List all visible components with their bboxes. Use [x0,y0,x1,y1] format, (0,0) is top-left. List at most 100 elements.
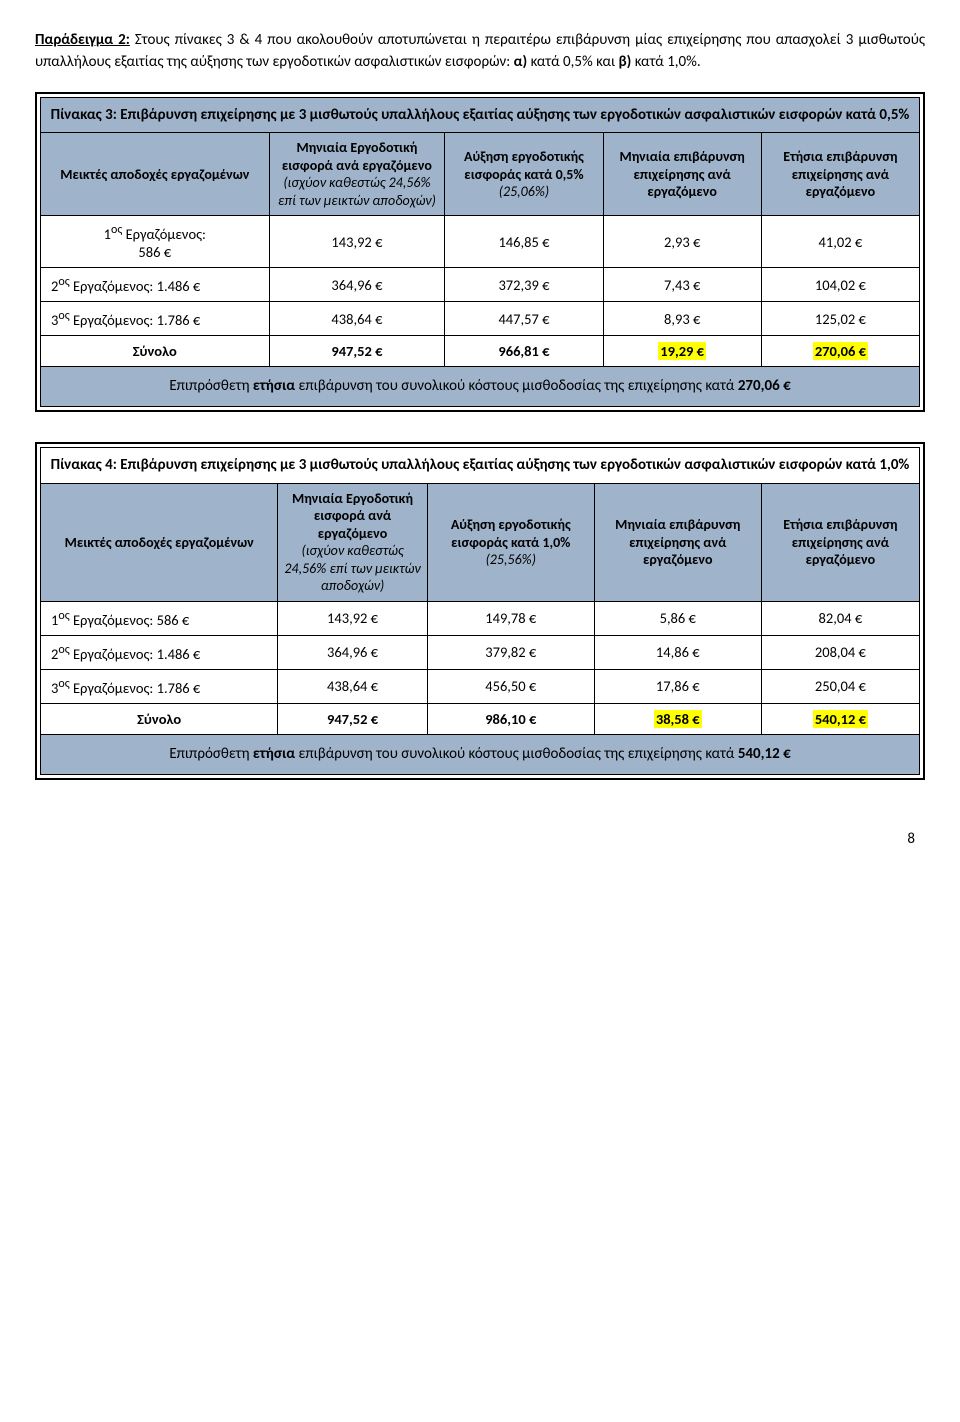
t3-r3-c1-sup: ος [58,308,69,323]
t3-h2-top: Μηνιαία Εργοδοτική εισφορά ανά εργαζόμεν… [282,139,432,174]
t3-h3: Αύξηση εργοδοτικής εισφοράς κατά 0,5% (2… [445,133,603,216]
t4-h1: Μεικτές αποδοχές εργαζομένων [41,483,278,601]
intro-b: β) [618,53,631,71]
t3-sum-c5-hl: 270,06 € [813,342,868,360]
t3-r3-c2: 438,64 € [269,302,445,336]
table-row: 3ος Εργαζόμενος: 1.786 € 438,64 € 447,57… [41,302,920,336]
table-3-title-row: Πίνακας 3: Επιβάρυνση επιχείρησης με 3 μ… [41,97,920,133]
t4-sum-c3: 986,10 € [427,703,594,734]
table-4-title: Πίνακας 4: Επιβάρυνση επιχείρησης με 3 μ… [41,448,920,484]
t4-r2-c1: 2ος Εργαζόμενος: 1.486 € [41,635,278,669]
table-3-header-row: Μεικτές αποδοχές εργαζομένων Μηνιαία Εργ… [41,133,920,216]
t4-footer-val: 540,12 € [738,745,791,763]
t3-r2-c4: 7,43 € [603,268,761,302]
t3-footer-val: 270,06 € [738,377,791,395]
t4-r1-c5: 82,04 € [761,601,919,635]
t4-h2: Μηνιαία Εργοδοτική εισφορά ανά εργαζόμεν… [278,483,427,601]
t4-r1-c3: 149,78 € [427,601,594,635]
intro-paragraph: Παράδειγμα 2: Στους πίνακες 3 & 4 που ακ… [35,30,925,74]
t4-h3-italic: (25,56%) [432,551,590,569]
t4-h5: Ετήσια επιβάρυνση επιχείρησης ανά εργαζό… [761,483,919,601]
t4-r2-c4: 14,86 € [594,635,761,669]
t3-sum-c2: 947,52 € [269,336,445,367]
t4-r3-c1-b: Εργαζόμενος: 1.786 € [70,679,201,697]
intro-a-rest: κατά 0,5% και [527,53,618,71]
t4-r3-c4: 17,86 € [594,669,761,703]
t3-r1-c1: 1ος Εργαζόμενος: 586 € [41,216,270,268]
t3-r3-c1: 3ος Εργαζόμενος: 1.786 € [41,302,270,336]
t3-r2-c2: 364,96 € [269,268,445,302]
t3-r1-c1-a: 1 [104,225,111,243]
intro-b-rest: κατά 1,0%. [631,53,700,71]
t3-footer: Επιπρόσθετη ετήσια επιβάρυνση του συνολι… [41,367,920,407]
t4-h3-top: Αύξηση εργοδοτικής εισφοράς κατά 1,0% [451,516,571,551]
t4-h2-italic: (ισχύον καθεστώς 24,56% επί των μεικτών … [282,542,422,595]
t3-r1-c1-l2: 586 € [138,243,171,261]
t3-sum-c4: 19,29 € [603,336,761,367]
t4-r1-c2: 143,92 € [278,601,427,635]
t4-r2-c1-b: Εργαζόμενος: 1.486 € [70,645,201,663]
t3-r1-c1-b: Εργαζόμενος: [122,225,206,243]
table-3: Πίνακας 3: Επιβάρυνση επιχείρησης με 3 μ… [40,97,920,408]
page-number: 8 [35,830,925,848]
table-row: 3ος Εργαζόμενος: 1.786 € 438,64 € 456,50… [41,669,920,703]
table-row: 2ος Εργαζόμενος: 1.486 € 364,96 € 379,82… [41,635,920,669]
intro-rest: Στους πίνακες 3 & 4 που ακολουθούν αποτυ… [35,31,925,71]
t4-h4: Μηνιαία επιβάρυνση επιχείρησης ανά εργαζ… [594,483,761,601]
t4-r2-c1-sup: ος [58,642,69,657]
table-4-header-row: Μεικτές αποδοχές εργαζομένων Μηνιαία Εργ… [41,483,920,601]
t3-h1: Μεικτές αποδοχές εργαζομένων [41,133,270,216]
t4-footer-c: επιβάρυνση του συνολικού κόστους μισθοδο… [295,745,738,763]
t3-h2-italic: (ισχύον καθεστώς 24,56% επί των μεικτών … [274,174,441,209]
t3-h3-top: Αύξηση εργοδοτικής εισφοράς κατά 0,5% [464,148,584,183]
t3-footer-c: επιβάρυνση του συνολικού κόστους μισθοδο… [295,377,738,395]
t3-r3-c3: 447,57 € [445,302,603,336]
t3-r2-c1-b: Εργαζόμενος: 1.486 € [70,277,201,295]
t4-sum-c5: 540,12 € [761,703,919,734]
t4-footer-b: ετήσια [253,745,295,763]
t3-r3-c5: 125,02 € [761,302,919,336]
table-4-sum-row: Σύνολο 947,52 € 986,10 € 38,58 € 540,12 … [41,703,920,734]
t4-footer: Επιπρόσθετη ετήσια επιβάρυνση του συνολι… [41,734,920,774]
t3-h5: Ετήσια επιβάρυνση επιχείρησης ανά εργαζό… [761,133,919,216]
t3-r3-c1-b: Εργαζόμενος: 1.786 € [70,311,201,329]
t3-h4: Μηνιαία επιβάρυνση επιχείρησης ανά εργαζ… [603,133,761,216]
table-4-footer-row: Επιπρόσθετη ετήσια επιβάρυνση του συνολι… [41,734,920,774]
t4-sum-c2: 947,52 € [278,703,427,734]
t3-r2-c1-sup: ος [58,274,69,289]
t3-r1-c5: 41,02 € [761,216,919,268]
t4-sum-c4-hl: 38,58 € [654,710,702,728]
t3-r1-c4: 2,93 € [603,216,761,268]
intro-label: Παράδειγμα 2: [35,31,130,49]
table-3-sum-row: Σύνολο 947,52 € 966,81 € 19,29 € 270,06 … [41,336,920,367]
t4-r3-c1-sup: ος [58,676,69,691]
t3-r1-c3: 146,85 € [445,216,603,268]
t4-h2-top: Μηνιαία Εργοδοτική εισφορά ανά εργαζόμεν… [292,490,413,542]
t3-r2-c1: 2ος Εργαζόμενος: 1.486 € [41,268,270,302]
table-4: Πίνακας 4: Επιβάρυνση επιχείρησης με 3 μ… [40,447,920,774]
table-3-footer-row: Επιπρόσθετη ετήσια επιβάρυνση του συνολι… [41,367,920,407]
t4-sum-c4: 38,58 € [594,703,761,734]
t4-r2-c2: 364,96 € [278,635,427,669]
intro-a: α) [514,53,528,71]
t3-r2-c5: 104,02 € [761,268,919,302]
t3-r2-c3: 372,39 € [445,268,603,302]
table-3-wrap: Πίνακας 3: Επιβάρυνση επιχείρησης με 3 μ… [35,92,925,413]
table-4-title-row: Πίνακας 4: Επιβάρυνση επιχείρησης με 3 μ… [41,448,920,484]
t3-footer-b: ετήσια [253,377,295,395]
t4-r2-c3: 379,82 € [427,635,594,669]
t4-r3-c2: 438,64 € [278,669,427,703]
t4-r1-c1-sup: ος [58,608,69,623]
t4-r3-c3: 456,50 € [427,669,594,703]
t3-h2: Μηνιαία Εργοδοτική εισφορά ανά εργαζόμεν… [269,133,445,216]
t4-r1-c1-b: Εργαζόμενος: 586 € [70,611,190,629]
t3-sum-c4-hl: 19,29 € [658,342,706,360]
table-3-title: Πίνακας 3: Επιβάρυνση επιχείρησης με 3 μ… [41,97,920,133]
table-4-wrap: Πίνακας 4: Επιβάρυνση επιχείρησης με 3 μ… [35,442,925,779]
t4-r2-c5: 208,04 € [761,635,919,669]
table-row: 1ος Εργαζόμενος: 586 € 143,92 € 149,78 €… [41,601,920,635]
t4-footer-a: Επιπρόσθετη [169,745,253,763]
table-row: 2ος Εργαζόμενος: 1.486 € 364,96 € 372,39… [41,268,920,302]
t3-r1-c1-sup: ος [111,222,122,237]
t3-r3-c4: 8,93 € [603,302,761,336]
